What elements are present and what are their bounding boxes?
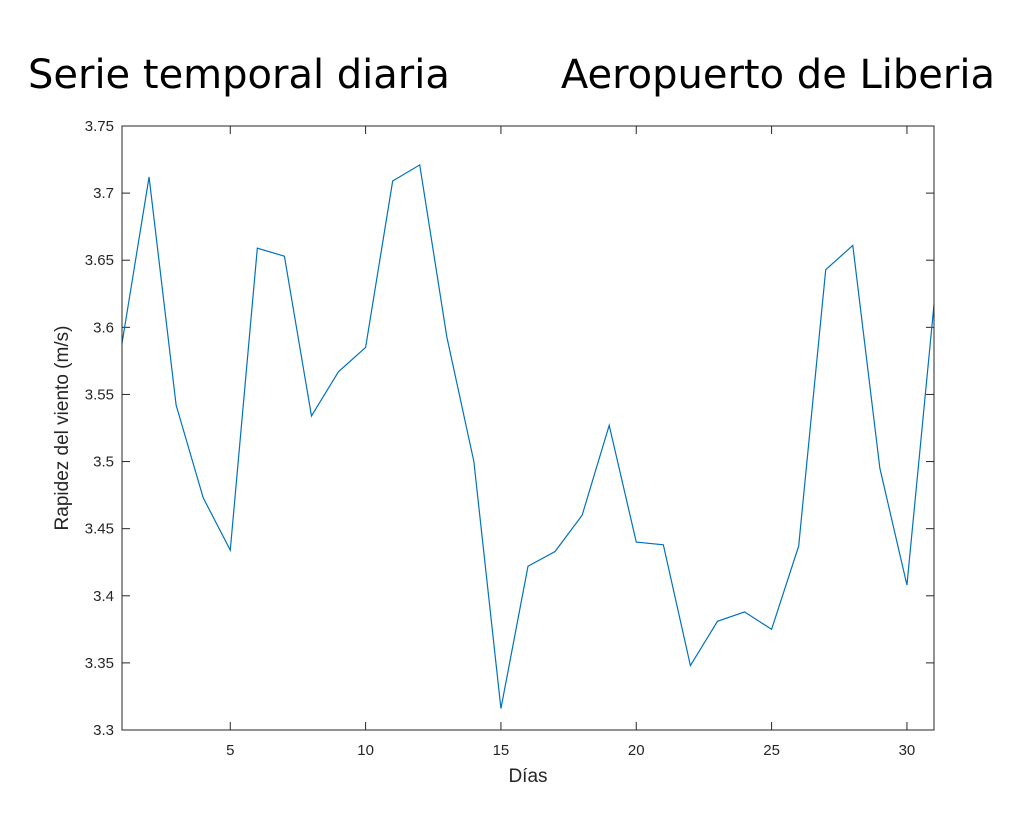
chart-title-left: Serie temporal diaria bbox=[28, 52, 450, 98]
x-tick-label: 10 bbox=[357, 742, 374, 759]
x-tick-label: 30 bbox=[899, 742, 916, 759]
plot-area-frame bbox=[121, 125, 935, 731]
chart-title-right: Aeropuerto de Liberia bbox=[560, 52, 995, 98]
y-tick-label: 3.75 bbox=[85, 118, 114, 135]
series-line bbox=[121, 163, 935, 709]
y-tick-label: 3.5 bbox=[93, 454, 114, 471]
y-tick-label: 3.65 bbox=[85, 252, 114, 269]
y-tick-label: 3.35 bbox=[85, 655, 114, 672]
x-tick-label: 5 bbox=[226, 742, 234, 759]
y-tick-label: 3.3 bbox=[93, 722, 114, 739]
y-tick-label: 3.55 bbox=[85, 386, 114, 403]
x-tick-label: 25 bbox=[763, 742, 780, 759]
y-tick-label: 3.4 bbox=[93, 588, 114, 605]
x-axis-label: Días bbox=[508, 766, 547, 787]
x-tick-label: 15 bbox=[493, 742, 510, 759]
x-tick-label: 20 bbox=[628, 742, 645, 759]
y-tick-label: 3.45 bbox=[85, 521, 114, 538]
y-tick-label: 3.6 bbox=[93, 319, 114, 336]
y-tick-label: 3.7 bbox=[93, 185, 114, 202]
y-axis-label: Rapidez del viento (m/s) bbox=[52, 326, 73, 531]
